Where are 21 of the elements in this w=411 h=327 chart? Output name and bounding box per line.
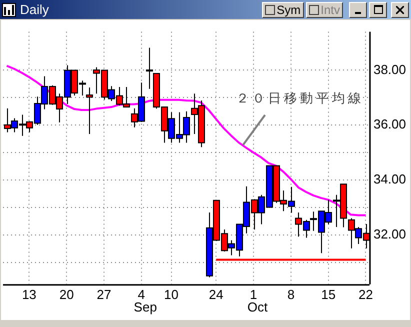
text: Oct <box>247 299 268 314</box>
y-tick-label: 34.00 <box>373 172 406 187</box>
x-tick-label: 1 <box>250 286 258 302</box>
annotation: ２０日移動平均線 <box>236 90 364 106</box>
y-tick-label: 32.00 <box>373 226 406 242</box>
y-tick-label: 38.00 <box>373 62 406 77</box>
x-tick-label: 13 <box>22 286 36 302</box>
chart-title: Daily <box>20 2 49 17</box>
x-tick-label: 10 <box>164 286 179 302</box>
x-tick-label: 4 <box>138 286 145 302</box>
x-tick-label: 8 <box>287 286 295 302</box>
text: Intv <box>320 2 340 16</box>
candlestick <box>146 47 153 90</box>
text: Sym <box>276 2 301 16</box>
x-tick-label: 22 <box>358 286 373 302</box>
x-tick-label: 27 <box>96 286 112 302</box>
x-tick-label: 24 <box>208 286 224 302</box>
x-tick-label: 20 <box>59 286 74 302</box>
text: Sep <box>134 299 157 314</box>
y-tick-label: 36.00 <box>373 116 406 132</box>
x-tick-label: 15 <box>321 286 336 302</box>
